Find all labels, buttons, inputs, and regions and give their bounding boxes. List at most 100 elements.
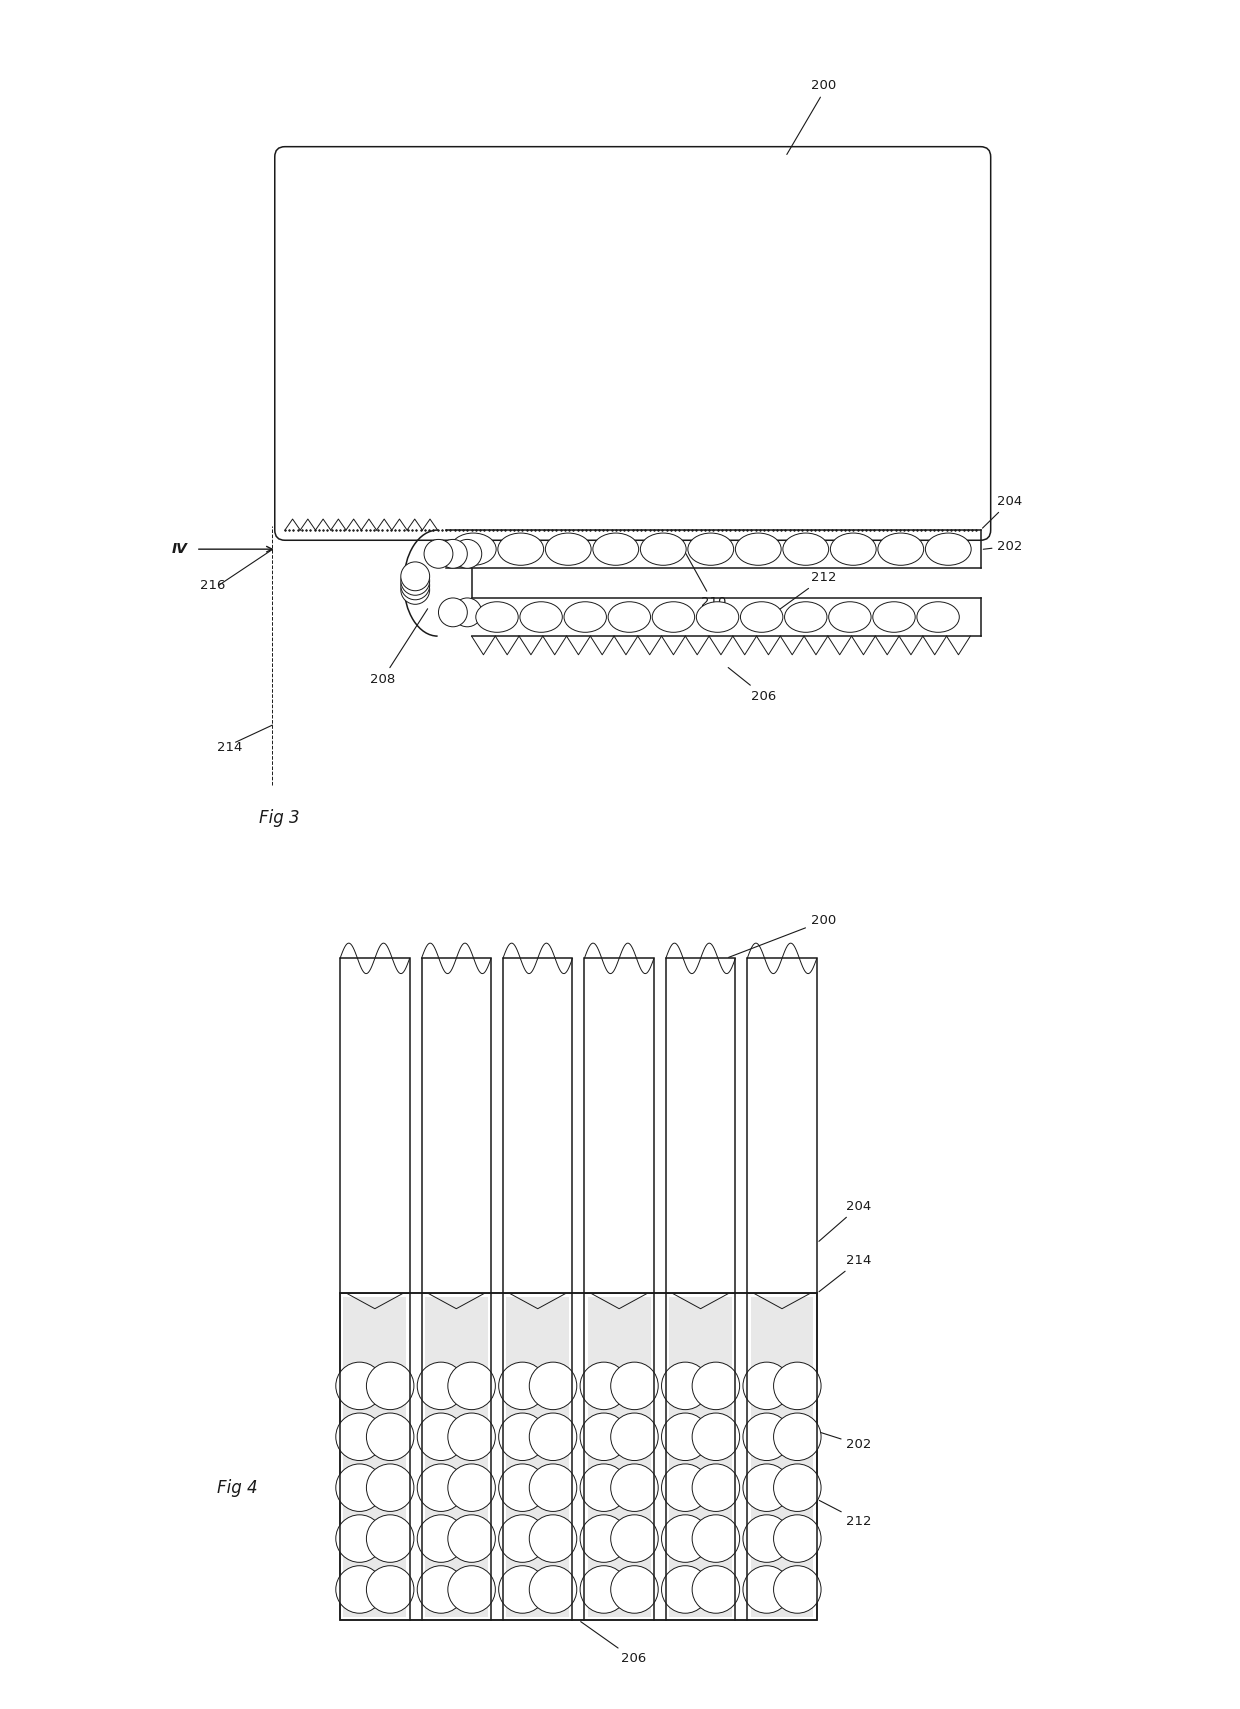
Circle shape — [453, 598, 481, 627]
Circle shape — [401, 562, 429, 591]
Circle shape — [743, 1362, 790, 1410]
Circle shape — [529, 1465, 577, 1511]
Circle shape — [580, 1565, 627, 1613]
Circle shape — [366, 1362, 414, 1410]
Circle shape — [448, 1413, 495, 1461]
Circle shape — [498, 1514, 546, 1562]
Circle shape — [774, 1362, 821, 1410]
Circle shape — [336, 1465, 383, 1511]
Ellipse shape — [916, 602, 960, 632]
Text: 204: 204 — [982, 494, 1023, 528]
Bar — [670, 1297, 732, 1617]
Bar — [506, 1297, 569, 1617]
Ellipse shape — [652, 602, 694, 632]
Bar — [340, 1294, 817, 1620]
Circle shape — [401, 571, 429, 600]
Text: 206: 206 — [580, 1622, 646, 1666]
Circle shape — [448, 1565, 495, 1613]
Bar — [425, 1297, 487, 1617]
Text: Fig 4: Fig 4 — [217, 1478, 258, 1497]
Text: 208: 208 — [370, 608, 428, 685]
Text: IV: IV — [171, 542, 187, 555]
Circle shape — [498, 1565, 546, 1613]
Circle shape — [661, 1565, 709, 1613]
Circle shape — [661, 1362, 709, 1410]
Circle shape — [743, 1465, 790, 1511]
Circle shape — [498, 1465, 546, 1511]
Bar — [422, 959, 491, 1294]
Circle shape — [417, 1413, 465, 1461]
Circle shape — [774, 1514, 821, 1562]
Text: 216: 216 — [200, 579, 226, 593]
Circle shape — [692, 1565, 739, 1613]
Circle shape — [611, 1362, 658, 1410]
Bar — [748, 959, 817, 1294]
Ellipse shape — [608, 602, 651, 632]
Circle shape — [366, 1514, 414, 1562]
Text: Fig 3: Fig 3 — [259, 808, 300, 827]
Bar — [503, 959, 573, 1294]
Circle shape — [366, 1413, 414, 1461]
Circle shape — [580, 1362, 627, 1410]
Ellipse shape — [476, 602, 518, 632]
Circle shape — [743, 1565, 790, 1613]
Circle shape — [453, 540, 481, 569]
Circle shape — [611, 1514, 658, 1562]
Circle shape — [424, 540, 453, 569]
Ellipse shape — [873, 602, 915, 632]
Text: 214: 214 — [217, 740, 243, 754]
Bar — [588, 1297, 651, 1617]
Circle shape — [580, 1465, 627, 1511]
Circle shape — [417, 1565, 465, 1613]
Circle shape — [611, 1465, 658, 1511]
Circle shape — [417, 1362, 465, 1410]
Text: 200: 200 — [729, 914, 836, 957]
Circle shape — [448, 1514, 495, 1562]
Ellipse shape — [782, 533, 828, 566]
Text: 200: 200 — [787, 79, 836, 154]
Circle shape — [498, 1413, 546, 1461]
Circle shape — [611, 1565, 658, 1613]
Circle shape — [417, 1465, 465, 1511]
Circle shape — [774, 1465, 821, 1511]
Circle shape — [692, 1413, 739, 1461]
Ellipse shape — [740, 602, 782, 632]
Circle shape — [774, 1413, 821, 1461]
Circle shape — [417, 1514, 465, 1562]
Circle shape — [580, 1413, 627, 1461]
Circle shape — [743, 1413, 790, 1461]
Ellipse shape — [828, 602, 870, 632]
Circle shape — [448, 1465, 495, 1511]
Circle shape — [401, 566, 429, 595]
Circle shape — [336, 1362, 383, 1410]
Circle shape — [580, 1514, 627, 1562]
Ellipse shape — [878, 533, 924, 566]
Circle shape — [529, 1362, 577, 1410]
Ellipse shape — [925, 533, 971, 566]
Ellipse shape — [640, 533, 686, 566]
Ellipse shape — [520, 602, 562, 632]
Bar — [584, 959, 653, 1294]
Bar — [340, 1294, 817, 1620]
Bar — [750, 1297, 813, 1617]
Circle shape — [529, 1413, 577, 1461]
Text: 212: 212 — [820, 1501, 872, 1528]
Circle shape — [743, 1514, 790, 1562]
Circle shape — [529, 1565, 577, 1613]
Text: 210: 210 — [684, 552, 725, 610]
Bar — [340, 959, 409, 1294]
Circle shape — [336, 1565, 383, 1613]
Circle shape — [498, 1362, 546, 1410]
Circle shape — [439, 540, 467, 569]
Circle shape — [366, 1465, 414, 1511]
Text: 214: 214 — [818, 1254, 872, 1292]
Circle shape — [448, 1362, 495, 1410]
Circle shape — [401, 576, 429, 605]
Ellipse shape — [735, 533, 781, 566]
Text: 202: 202 — [820, 1432, 872, 1451]
Circle shape — [336, 1413, 383, 1461]
Bar — [343, 1297, 407, 1617]
Circle shape — [774, 1565, 821, 1613]
Circle shape — [661, 1413, 709, 1461]
Ellipse shape — [593, 533, 639, 566]
